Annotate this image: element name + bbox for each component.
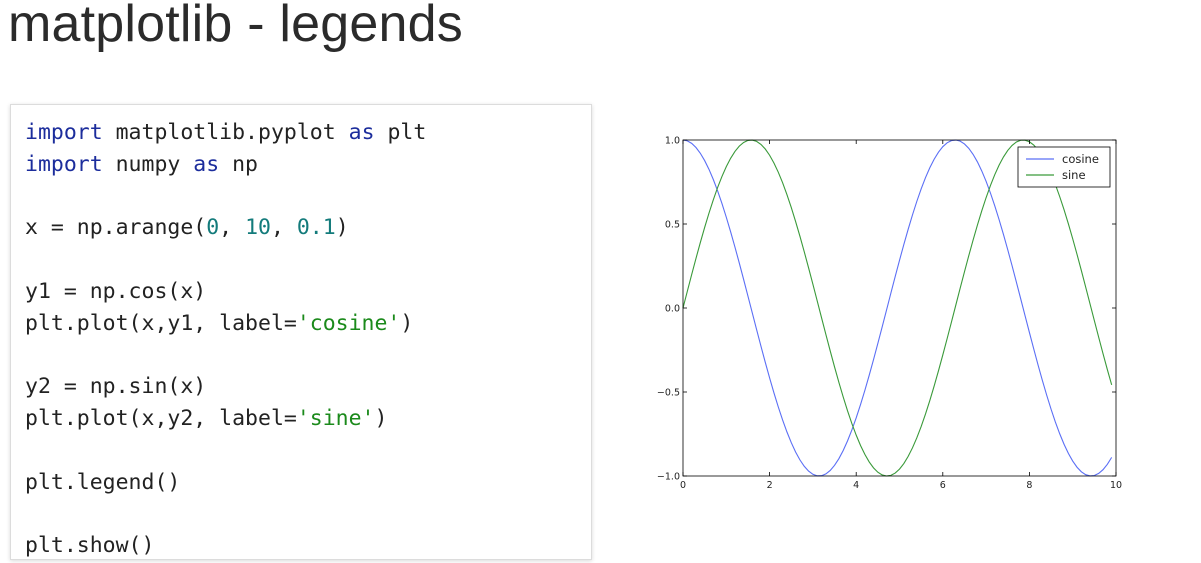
line-chart: 0 2 4 6 8 10 1.0 0.5 0.0 −0.5 −1.0 cosine sine bbox=[657, 136, 1122, 492]
code-number: 0.1 bbox=[296, 215, 336, 241]
code-text: , bbox=[270, 215, 297, 241]
y-tick-label: 1.0 bbox=[665, 136, 680, 147]
code-text: plt.plot(x,y1, label= bbox=[25, 310, 297, 336]
slide-title: matplotlib - legends bbox=[8, 0, 463, 53]
code-block: import matplotlib.pyplot as plt import nu… bbox=[10, 104, 592, 560]
code-line bbox=[25, 435, 426, 467]
code-text: y1 = np.cos(x) bbox=[25, 278, 207, 304]
code-text: plt.show() bbox=[25, 533, 155, 559]
code-text: , bbox=[219, 215, 246, 241]
x-tick-label: 6 bbox=[940, 480, 946, 491]
code-text: ) bbox=[335, 215, 349, 241]
code-text: plt.legend() bbox=[25, 469, 181, 495]
code-text: ) bbox=[374, 406, 388, 432]
code-keyword: as bbox=[348, 120, 375, 145]
x-tick-label: 0 bbox=[680, 480, 686, 491]
plot-frame bbox=[682, 139, 1117, 477]
y-tick-label: 0.0 bbox=[665, 304, 680, 315]
code-line bbox=[25, 181, 426, 213]
code-text: x = np.arange( bbox=[25, 215, 207, 241]
code-text: matplotlib.pyplot bbox=[102, 120, 349, 145]
code-text: numpy bbox=[102, 151, 194, 177]
code-line: x = np.arange(0, 10, 0.1) bbox=[25, 212, 426, 244]
x-tick-label: 10 bbox=[1110, 480, 1122, 491]
code-listing: import matplotlib.pyplot as plt import nu… bbox=[25, 117, 426, 562]
code-line: plt.legend() bbox=[25, 467, 426, 499]
code-line bbox=[25, 340, 426, 372]
series-line-sine bbox=[682, 139, 1113, 477]
code-keyword: import bbox=[25, 120, 103, 145]
code-line: import numpy as np bbox=[25, 149, 426, 181]
code-keyword: import bbox=[25, 151, 103, 177]
x-tick-label: 2 bbox=[767, 480, 773, 491]
code-number: 10 bbox=[245, 215, 271, 241]
legend-label-sine: sine bbox=[1062, 168, 1086, 182]
x-tick-label: 8 bbox=[1026, 480, 1032, 491]
code-text: plt bbox=[374, 120, 427, 145]
code-line: y1 = np.cos(x) bbox=[25, 276, 426, 308]
code-number: 0 bbox=[206, 215, 220, 241]
code-string: 'sine' bbox=[296, 406, 375, 432]
x-tick-label: 4 bbox=[853, 480, 859, 491]
code-line: plt.show() bbox=[25, 530, 426, 562]
code-line: plt.plot(x,y1, label='cosine') bbox=[25, 308, 426, 340]
code-line: y2 = np.sin(x) bbox=[25, 371, 426, 403]
code-text: y2 = np.sin(x) bbox=[25, 374, 207, 400]
code-text: ) bbox=[400, 310, 414, 336]
y-tick-label: 0.5 bbox=[665, 220, 680, 231]
code-text: plt.plot(x,y2, label= bbox=[25, 406, 297, 432]
code-text: np bbox=[219, 151, 259, 177]
code-keyword: as bbox=[193, 151, 220, 177]
y-tick-label: −0.5 bbox=[657, 388, 680, 399]
code-line bbox=[25, 244, 426, 276]
y-tick-label: −1.0 bbox=[657, 472, 680, 483]
code-line bbox=[25, 499, 426, 531]
code-string: 'cosine' bbox=[296, 310, 401, 336]
legend-label-cosine: cosine bbox=[1062, 152, 1099, 166]
code-line: plt.plot(x,y2, label='sine') bbox=[25, 403, 426, 435]
legend-box bbox=[1017, 146, 1111, 188]
series-line-cosine bbox=[682, 139, 1113, 477]
code-line: import matplotlib.pyplot as plt bbox=[25, 117, 426, 149]
